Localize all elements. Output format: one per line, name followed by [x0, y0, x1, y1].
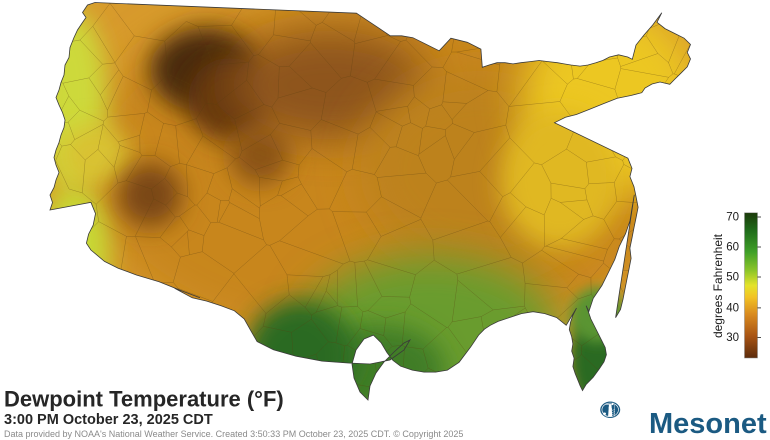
svg-text:3:00 PM October 23, 2025 CDT: 3:00 PM October 23, 2025 CDT: [4, 412, 213, 428]
svg-text:Data provided by NOAA's Nation: Data provided by NOAA's National Weather…: [4, 429, 463, 439]
svg-text:30: 30: [726, 332, 739, 344]
svg-text:70: 70: [726, 212, 739, 224]
svg-text:60: 60: [726, 242, 739, 254]
svg-text:Dewpoint Temperature (°F): Dewpoint Temperature (°F): [4, 387, 284, 412]
svg-text:50: 50: [726, 272, 739, 284]
svg-text:40: 40: [726, 302, 739, 314]
svg-text:degrees Fahrenheit: degrees Fahrenheit: [711, 233, 725, 338]
svg-text:Mesonet: Mesonet: [649, 408, 767, 440]
